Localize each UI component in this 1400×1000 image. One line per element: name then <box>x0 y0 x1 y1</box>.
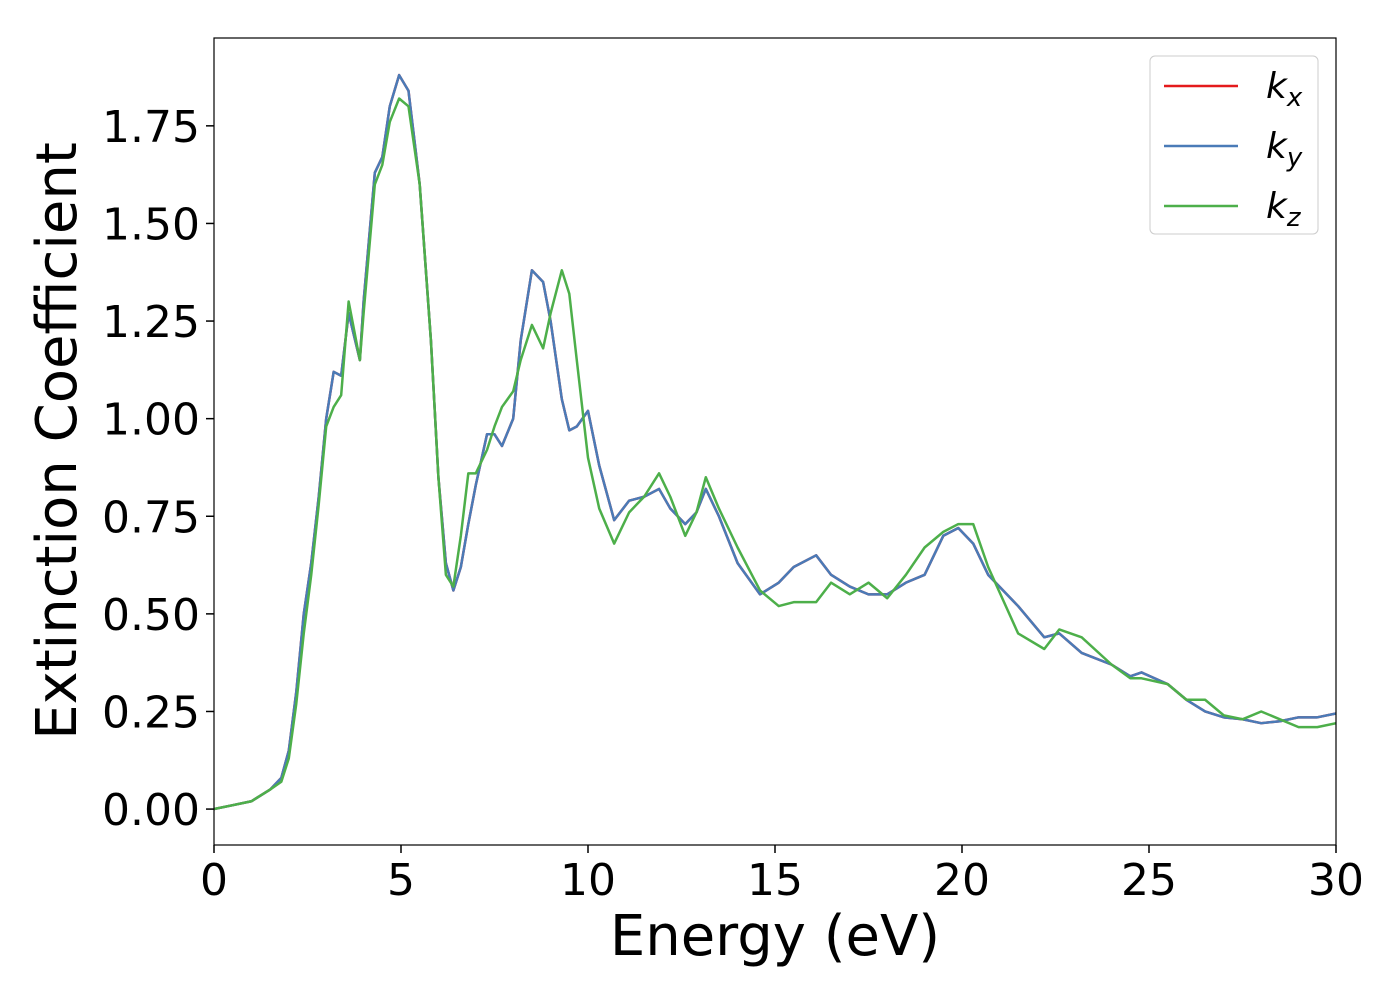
x-tick-label: 5 <box>387 855 415 906</box>
x-tick-label: 30 <box>1308 855 1364 906</box>
legend-label: ky <box>1266 126 1303 173</box>
x-tick-label: 20 <box>934 855 990 906</box>
x-tick-label: 0 <box>200 855 228 906</box>
x-tick-label: 25 <box>1121 855 1177 906</box>
y-tick-label: 0.50 <box>102 590 200 641</box>
plot-frame <box>213 37 1337 846</box>
x-axis-label: Energy (eV) <box>610 904 940 969</box>
x-tick-label: 10 <box>560 855 616 906</box>
y-tick-label: 0.25 <box>102 687 200 738</box>
y-tick-label: 1.50 <box>102 199 200 250</box>
data-line <box>214 97 1336 811</box>
legend-label: kx <box>1266 66 1303 113</box>
y-tick-label: 1.25 <box>102 297 200 348</box>
y-axis-label: Extinction Coefficient <box>25 142 90 740</box>
y-tick-label: 1.75 <box>102 102 200 153</box>
y-tick-label: 1.00 <box>102 395 200 446</box>
x-tick-label: 15 <box>747 855 803 906</box>
y-tick-label: 0.00 <box>102 785 200 836</box>
y-tick-label: 0.75 <box>102 492 200 543</box>
legend-label: kz <box>1266 186 1302 233</box>
